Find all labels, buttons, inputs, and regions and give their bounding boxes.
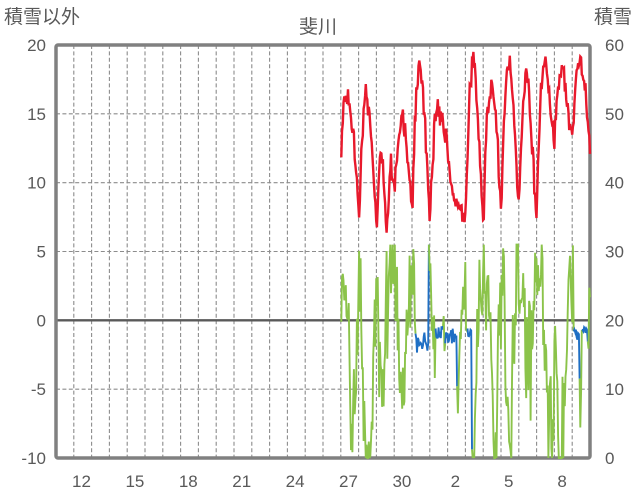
- svg-text:60: 60: [605, 36, 624, 55]
- svg-text:8: 8: [557, 472, 566, 491]
- svg-text:18: 18: [179, 472, 198, 491]
- svg-text:27: 27: [339, 472, 358, 491]
- svg-text:10: 10: [605, 380, 624, 399]
- svg-text:50: 50: [605, 105, 624, 124]
- svg-text:30: 30: [605, 243, 624, 262]
- svg-text:-5: -5: [31, 380, 46, 399]
- svg-text:21: 21: [232, 472, 251, 491]
- svg-text:20: 20: [27, 36, 46, 55]
- svg-text:20: 20: [605, 311, 624, 330]
- svg-text:40: 40: [605, 174, 624, 193]
- svg-text:30: 30: [392, 472, 411, 491]
- svg-text:5: 5: [37, 243, 46, 262]
- svg-text:10: 10: [27, 174, 46, 193]
- svg-text:12: 12: [72, 472, 91, 491]
- svg-text:0: 0: [605, 449, 614, 468]
- svg-text:15: 15: [27, 105, 46, 124]
- svg-text:0: 0: [37, 311, 46, 330]
- svg-text:2: 2: [451, 472, 460, 491]
- svg-text:-10: -10: [21, 449, 46, 468]
- svg-text:24: 24: [286, 472, 305, 491]
- svg-text:15: 15: [125, 472, 144, 491]
- svg-text:5: 5: [504, 472, 513, 491]
